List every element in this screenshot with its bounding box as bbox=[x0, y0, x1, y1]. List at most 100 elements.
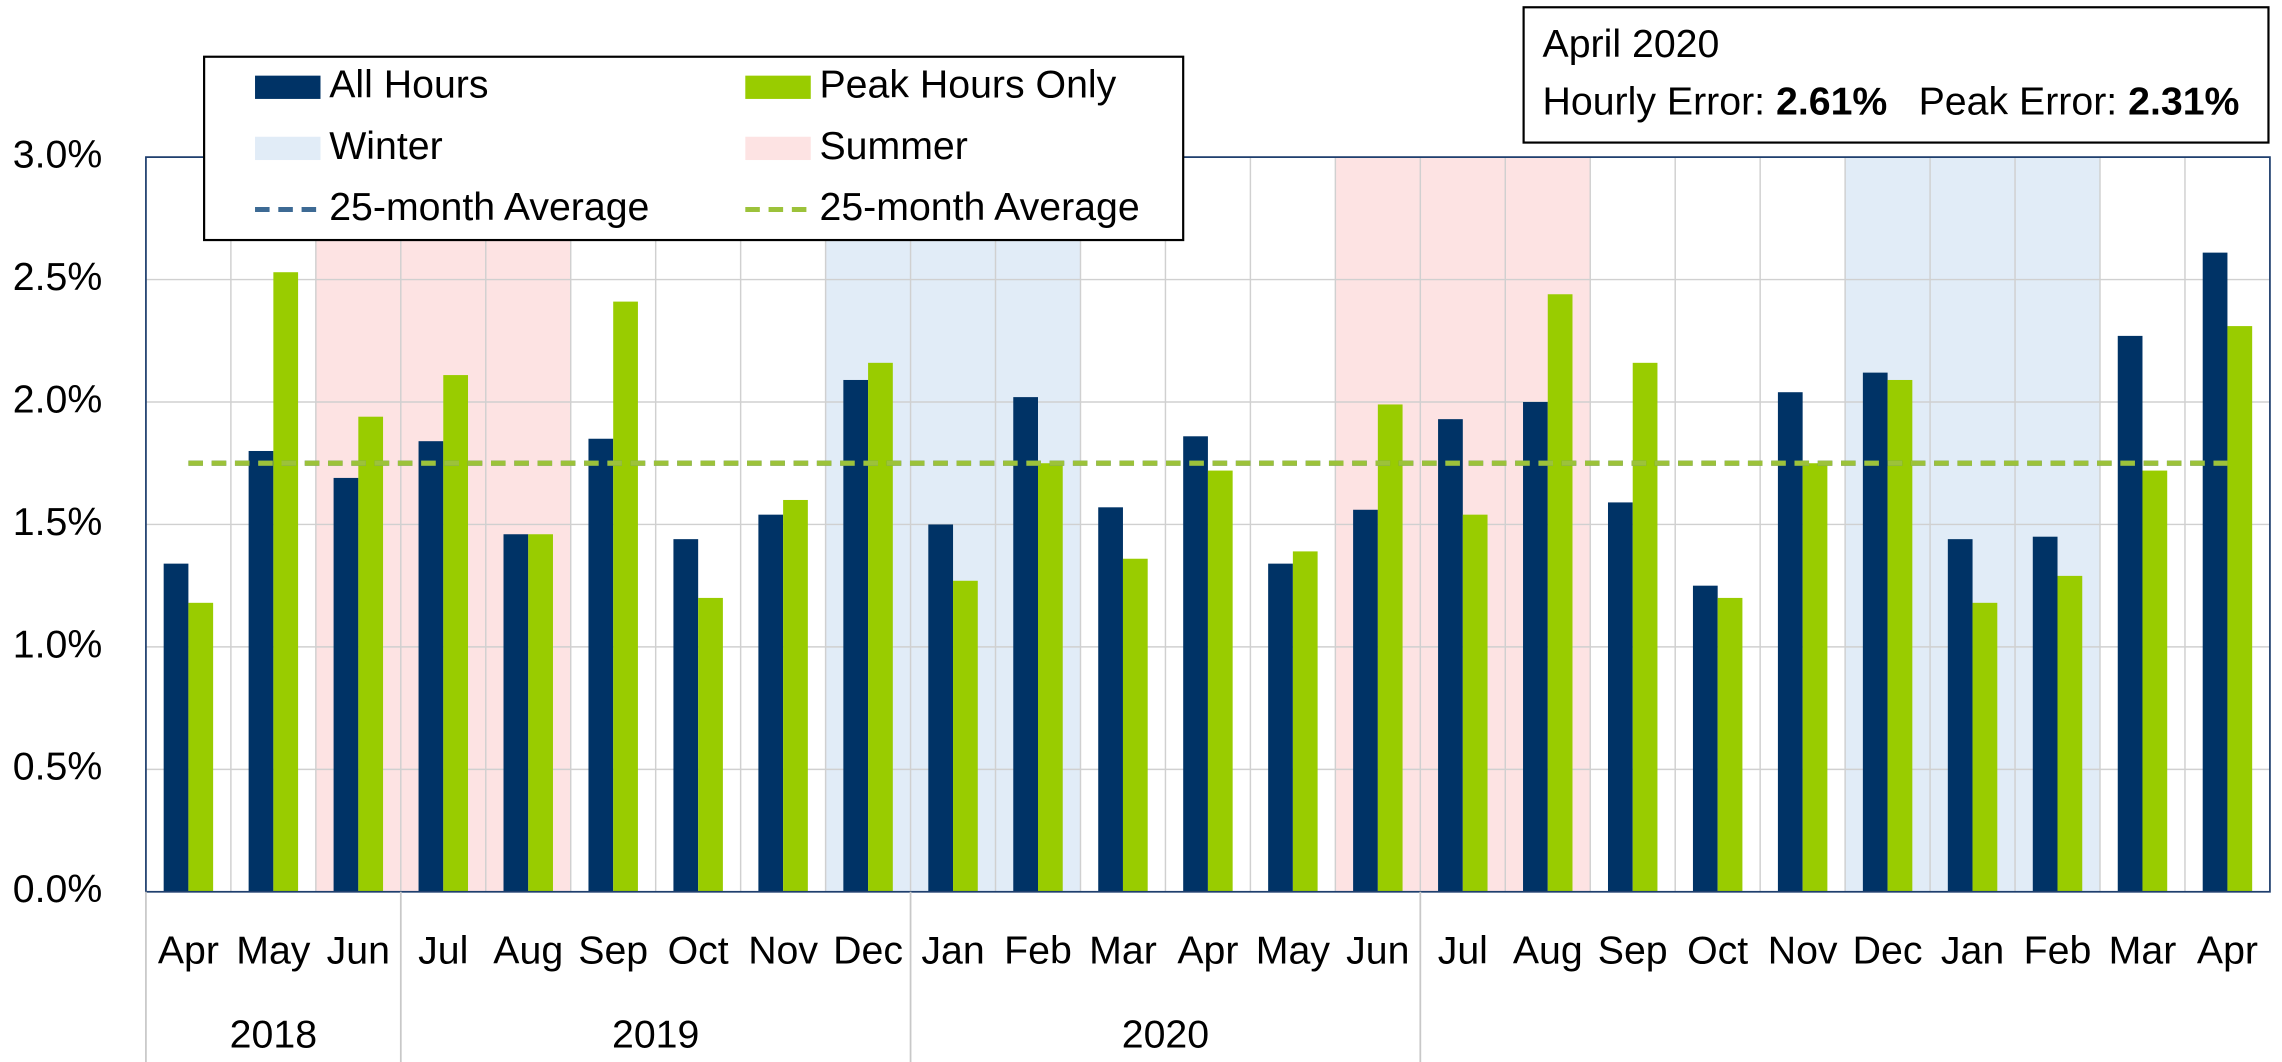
bar bbox=[1692, 585, 1718, 892]
bar bbox=[163, 563, 189, 892]
bar bbox=[1292, 551, 1318, 892]
x-tick-label: Sep bbox=[578, 928, 648, 972]
legend-swatch bbox=[255, 136, 321, 161]
bar bbox=[1098, 507, 1123, 892]
x-tick-label: Jan bbox=[921, 928, 984, 972]
x-tick-label: Nov bbox=[1768, 928, 1838, 972]
x-tick-label: Aug bbox=[1513, 928, 1583, 972]
bar bbox=[1523, 402, 1548, 892]
bar bbox=[2202, 252, 2228, 892]
x-tick-label: Jun bbox=[1346, 928, 1409, 972]
bar bbox=[843, 379, 869, 892]
bar bbox=[1802, 463, 1828, 892]
x-tick-label: Jun bbox=[327, 928, 390, 972]
legend-label: Peak Hours Only bbox=[819, 63, 1116, 107]
plot-frame bbox=[145, 156, 2271, 893]
y-tick-label: 0.0% bbox=[13, 867, 103, 911]
bar bbox=[418, 441, 444, 892]
x-tick-label: Oct bbox=[668, 928, 729, 972]
bar bbox=[248, 450, 274, 892]
annotation-value: 2.31% bbox=[2128, 80, 2239, 124]
legend-label: 25-month Average bbox=[819, 185, 1139, 229]
bar bbox=[333, 477, 359, 892]
y-tick-label: 2.5% bbox=[13, 255, 103, 299]
bar bbox=[613, 301, 638, 892]
y-tick-label: 1.0% bbox=[13, 622, 103, 666]
bar bbox=[698, 597, 723, 892]
bar bbox=[2227, 326, 2253, 892]
bar bbox=[1777, 392, 1803, 892]
x-tick-label: Jan bbox=[1941, 928, 2004, 972]
y-tick-label: 0.5% bbox=[13, 745, 103, 789]
legend-label: All Hours bbox=[329, 63, 488, 107]
bar bbox=[1438, 419, 1463, 892]
axis-layer: 0.0% 0.5% 1.0% 1.5% 2.0% 2.5% 3.0% Apr May Jun Jul… bbox=[13, 132, 2271, 1062]
x-tick-label: May bbox=[236, 928, 311, 972]
bar bbox=[1947, 539, 1973, 892]
bar bbox=[528, 534, 553, 892]
bar bbox=[588, 438, 614, 892]
bar bbox=[1717, 597, 1743, 892]
bar bbox=[2142, 470, 2168, 892]
bar bbox=[503, 534, 529, 892]
year-label: 2020 bbox=[1122, 1013, 1209, 1057]
bar bbox=[1607, 502, 1633, 892]
x-tick-label: May bbox=[1256, 928, 1331, 972]
bar bbox=[673, 539, 699, 892]
bar bbox=[928, 524, 954, 892]
x-tick-label: Nov bbox=[748, 928, 818, 972]
legend: All Hours Peak Hours Only Winter Summer 25-m… bbox=[203, 55, 1185, 242]
legend-label: Winter bbox=[329, 124, 442, 168]
x-tick-label: Feb bbox=[2024, 928, 2092, 972]
bar bbox=[273, 272, 299, 892]
annotation-box bbox=[1522, 6, 2270, 144]
y-tick-label: 2.0% bbox=[13, 377, 103, 421]
bar bbox=[1013, 397, 1039, 892]
bar bbox=[1972, 602, 1998, 892]
bar bbox=[2117, 335, 2143, 892]
bar bbox=[443, 375, 469, 892]
x-tick-label: Oct bbox=[1687, 928, 1748, 972]
annotation-value: 2.61% bbox=[1776, 80, 1887, 124]
x-tick-label: Apr bbox=[158, 928, 219, 972]
y-tick-label: 3.0% bbox=[13, 132, 103, 176]
bar bbox=[1462, 514, 1488, 892]
legend-swatch bbox=[255, 75, 321, 99]
bar bbox=[1887, 379, 1913, 892]
annotation: April 2020 Hourly Error: 2.61% Peak Erro… bbox=[1522, 6, 2270, 144]
x-tick-label: Aug bbox=[493, 928, 563, 972]
legend-swatch bbox=[745, 136, 811, 161]
x-tick-label: Apr bbox=[2197, 928, 2258, 972]
legend-box bbox=[203, 55, 1185, 242]
x-tick-label: Mar bbox=[2109, 928, 2177, 972]
bar bbox=[1547, 294, 1573, 892]
bar bbox=[783, 499, 808, 892]
year-label: 2019 bbox=[612, 1013, 699, 1057]
x-tick-label: Mar bbox=[1089, 928, 1157, 972]
bar-layer bbox=[163, 252, 2253, 892]
bar bbox=[758, 514, 784, 892]
legend-swatch bbox=[745, 75, 811, 99]
bar bbox=[188, 602, 214, 892]
annotation-text: Hourly Error: 2.61% Peak Error: 2.31% bbox=[1543, 80, 2240, 124]
x-tick-label: Jul bbox=[418, 928, 468, 972]
x-tick-label: Feb bbox=[1004, 928, 1072, 972]
bar bbox=[1183, 436, 1208, 892]
bar bbox=[2057, 575, 2083, 892]
annotation-label: Hourly Error: bbox=[1543, 80, 1766, 124]
x-tick-label: Dec bbox=[1853, 928, 1923, 972]
x-tick-label: Dec bbox=[833, 928, 903, 972]
bar bbox=[1122, 558, 1148, 892]
bar bbox=[1862, 372, 1888, 892]
bar bbox=[1207, 470, 1233, 892]
annotation-title: April 2020 bbox=[1543, 22, 1720, 66]
annotation-label: Peak Error: bbox=[1919, 80, 2118, 124]
bar bbox=[1268, 563, 1293, 892]
bar bbox=[2032, 536, 2058, 892]
bar bbox=[1632, 362, 1658, 892]
legend-label: 25-month Average bbox=[329, 185, 649, 229]
year-label: 2018 bbox=[230, 1013, 317, 1057]
bar bbox=[1353, 509, 1378, 892]
x-tick-label: Sep bbox=[1598, 928, 1668, 972]
bar bbox=[358, 416, 384, 892]
